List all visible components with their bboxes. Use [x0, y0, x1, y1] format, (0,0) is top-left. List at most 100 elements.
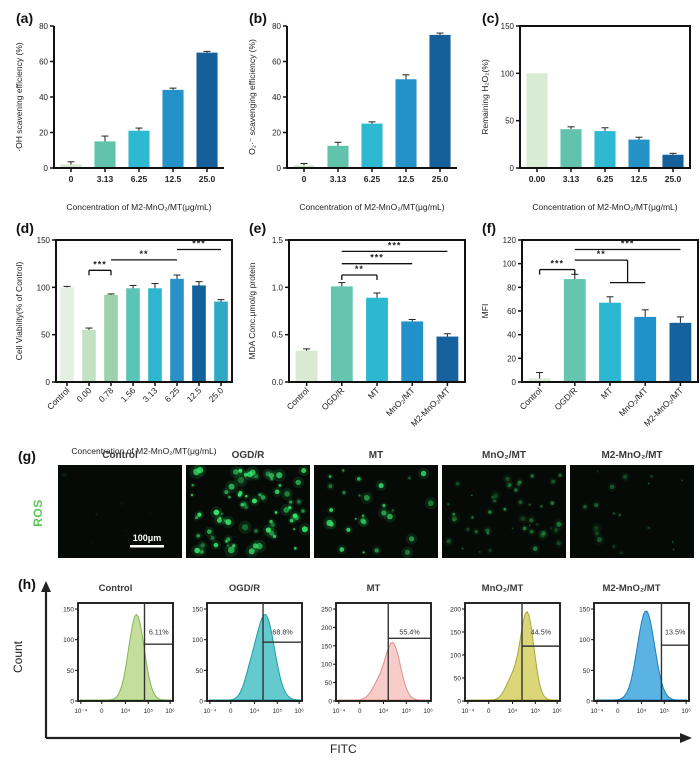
svg-text:0: 0	[358, 708, 362, 715]
panel-b: (b) 0 20 40 60 80 0 3.13 6.25 12.5 25.0 O₂·⁻ scave…	[233, 4, 466, 216]
svg-text:0: 0	[46, 378, 51, 387]
svg-text:150: 150	[450, 630, 461, 637]
svg-text:***: ***	[621, 238, 635, 248]
svg-text:10⁴: 10⁴	[508, 708, 518, 715]
panel-a-letter: (a)	[16, 10, 34, 26]
svg-text:1.0: 1.0	[272, 283, 284, 292]
svg-text:50: 50	[67, 668, 75, 675]
svg-text:6.25: 6.25	[131, 174, 148, 184]
ros-tile-label: M2-MnO₂/MT	[601, 450, 663, 461]
chart-a-oh-scavenging: 0 20 40 60 80 0 3.13 6.25 12.5 25.0 ·OH scavening …	[14, 22, 224, 212]
panel-f-letter: (f)	[482, 220, 496, 236]
svg-text:60: 60	[507, 307, 516, 316]
ros-image-control: 100μm	[58, 465, 182, 558]
chart-d-cell-viability: 0 50 100 150 Control 0.00 0.78 1.56 3.13 6.25 12.5…	[14, 236, 233, 456]
flow-title: Control	[98, 583, 133, 594]
svg-text:0: 0	[69, 174, 74, 184]
svg-text:50: 50	[41, 331, 50, 340]
ros-tile-m2mno2mt: M2-MnO₂/MT	[570, 448, 694, 558]
svg-text:150: 150	[192, 607, 203, 614]
svg-text:0: 0	[512, 378, 517, 387]
svg-text:·OH scavening efficiency (%): ·OH scavening efficiency (%)	[14, 42, 24, 152]
ros-image-m2mno2mt	[570, 465, 694, 558]
flow-ogdr: OGD/R 0 50 100 150 10⁻⁴ 0 10⁴ 10⁵ 10⁶ 68.8%	[181, 582, 308, 750]
svg-text:1.56: 1.56	[119, 385, 138, 404]
svg-text:1.5: 1.5	[272, 236, 284, 245]
ros-tile-label: MT	[368, 450, 384, 461]
svg-text:**: **	[139, 249, 148, 259]
svg-text:Concentration of M2-MnO₂/MT(μg: Concentration of M2-MnO₂/MT(μg/mL)	[66, 202, 211, 212]
svg-text:10⁻⁴: 10⁻⁴	[590, 708, 603, 715]
svg-text:50: 50	[583, 668, 591, 675]
svg-text:0: 0	[277, 164, 282, 173]
svg-text:20: 20	[272, 129, 281, 138]
svg-text:0: 0	[510, 164, 515, 173]
svg-text:***: ***	[388, 240, 402, 250]
panel-h-letter: (h)	[18, 576, 36, 592]
svg-text:100: 100	[37, 283, 51, 292]
flow-m2mno2mt: M2-MnO₂/MT 0 50 100 150 10⁻⁴ 0 10⁴ 10⁵ 10⁶ 13.5%	[568, 582, 695, 750]
svg-text:10⁴: 10⁴	[250, 708, 260, 715]
svg-text:Concentration of M2-MnO₂/MT(μg: Concentration of M2-MnO₂/MT(μg/mL)	[71, 446, 216, 456]
svg-text:150: 150	[579, 607, 590, 614]
panel-f: (f) 0 20 40 60 80 100 120 Control OGD/R MT MnO₂/MT…	[466, 214, 700, 450]
ros-tile-control: Control 100μm	[58, 448, 182, 558]
svg-text:10⁵: 10⁵	[273, 708, 283, 715]
svg-text:***: ***	[192, 238, 206, 248]
ros-tile-mt: MT	[314, 448, 438, 558]
svg-text:MDA Conc.μmol/g protein: MDA Conc.μmol/g protein	[247, 262, 257, 359]
svg-text:10⁻⁴: 10⁻⁴	[74, 708, 87, 715]
ros-image-ogdr	[186, 465, 310, 558]
svg-text:150: 150	[37, 236, 51, 245]
svg-text:**: **	[597, 249, 606, 259]
svg-text:50: 50	[196, 668, 204, 675]
panel-d-letter: (d)	[16, 220, 34, 236]
ros-image-mt	[314, 465, 438, 558]
svg-text:3.13: 3.13	[330, 174, 347, 184]
svg-text:25.0: 25.0	[432, 174, 449, 184]
svg-text:10⁻⁴: 10⁻⁴	[461, 708, 474, 715]
svg-text:10⁴: 10⁴	[637, 708, 647, 715]
svg-text:200: 200	[321, 625, 332, 632]
row-abc: (a) 0 20 40 60 80 0 3.13 6.25 12.5 25.0 ·OH scaven…	[0, 4, 700, 216]
svg-text:100μm: 100μm	[133, 533, 162, 543]
svg-text:0.0: 0.0	[272, 378, 284, 387]
svg-text:Cell Viability(% of Control): Cell Viability(% of Control)	[14, 262, 24, 361]
flow-title: MnO₂/MT	[481, 583, 524, 594]
svg-text:13.5%: 13.5%	[665, 627, 686, 636]
svg-text:150: 150	[63, 607, 74, 614]
svg-text:10⁵: 10⁵	[531, 708, 541, 715]
svg-text:MFI: MFI	[480, 304, 490, 319]
svg-text:25.0: 25.0	[199, 174, 216, 184]
panel-c-letter: (c)	[482, 10, 500, 26]
svg-text:250: 250	[321, 607, 332, 614]
svg-text:100: 100	[63, 637, 74, 644]
svg-text:0: 0	[586, 699, 590, 706]
svg-text:6.25: 6.25	[597, 174, 614, 184]
svg-text:0: 0	[302, 174, 307, 184]
svg-text:6.25: 6.25	[364, 174, 381, 184]
svg-text:10⁻⁴: 10⁻⁴	[332, 708, 345, 715]
svg-text:80: 80	[39, 22, 48, 31]
panel-e: (e) 0.0 0.5 1.0 1.5 Control OGD/R MT MnO₂/MT M2-…	[233, 214, 466, 450]
svg-text:25.0: 25.0	[665, 174, 682, 184]
svg-text:MnO₂/MT: MnO₂/MT	[384, 385, 417, 418]
svg-text:10⁶: 10⁶	[294, 708, 304, 715]
ros-image-mno2mt	[442, 465, 566, 558]
svg-text:0: 0	[487, 708, 491, 715]
svg-text:10⁵: 10⁵	[402, 708, 412, 715]
svg-text:MT: MT	[366, 385, 382, 401]
svg-text:20: 20	[507, 354, 516, 363]
panel-e-letter: (e)	[249, 220, 267, 236]
panel-c: (c) 0 50 100 150 0.00 3.13 6.25 12.5 25.0 Remaini…	[466, 4, 700, 216]
ros-tile-label: Control	[102, 450, 138, 461]
svg-text:***: ***	[550, 259, 564, 269]
svg-text:0.00: 0.00	[529, 174, 546, 184]
svg-text:0: 0	[457, 699, 461, 706]
svg-text:3.13: 3.13	[563, 174, 580, 184]
